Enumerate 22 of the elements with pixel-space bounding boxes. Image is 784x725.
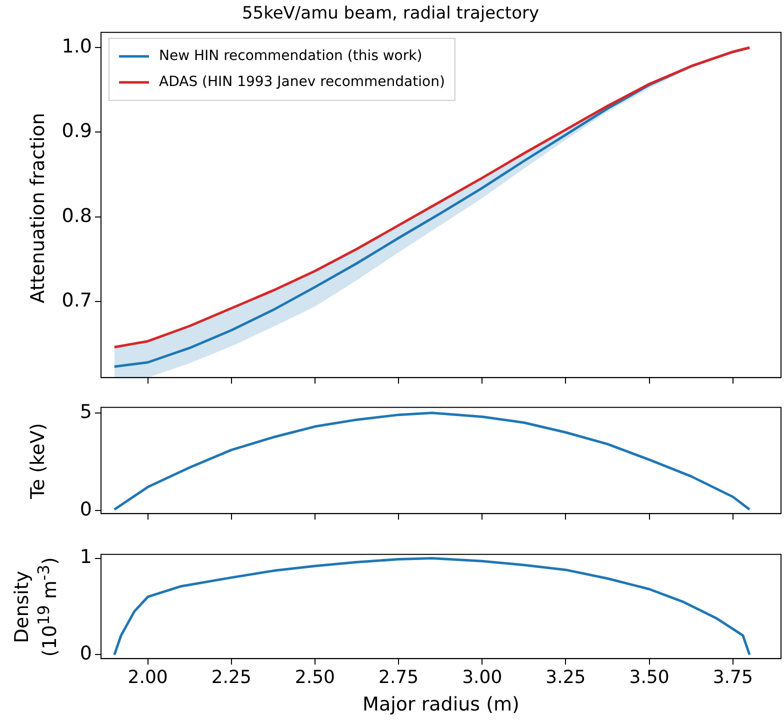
y-tick-label: 0 (80, 642, 92, 665)
x-tick-label: 2.00 (128, 667, 168, 688)
chart-title: 55keV/amu beam, radial trajectory (242, 4, 540, 24)
y-axis-title: Attenuation fraction (27, 112, 49, 303)
x-tick-label: 3.25 (546, 667, 586, 688)
y-axis-title: Te (keV) (27, 422, 49, 498)
y-tick-label: 0.9 (62, 120, 92, 142)
y-tick-label: 5 (80, 400, 92, 423)
y-tick-label: 0.8 (62, 204, 92, 227)
x-tick-label: 2.25 (211, 667, 252, 688)
x-tick-label: 2.50 (294, 667, 335, 688)
x-tick-label: 3.00 (462, 667, 502, 688)
x-tick-label: 3.75 (712, 667, 753, 688)
legend-label: New HIN recommendation (this work) (159, 48, 422, 64)
y-tick-label: 0.7 (62, 289, 92, 312)
legend-label: ADAS (HIN 1993 Janev recommendation) (159, 74, 445, 90)
y-tick-label: 1.0 (62, 36, 92, 58)
y-tick-label: 0 (80, 498, 92, 520)
x-axis-title: Major radius (m) (362, 694, 520, 716)
x-tick-label: 3.50 (629, 667, 670, 688)
x-tick-label: 2.75 (378, 667, 419, 688)
y-tick-label: 1 (80, 546, 92, 568)
